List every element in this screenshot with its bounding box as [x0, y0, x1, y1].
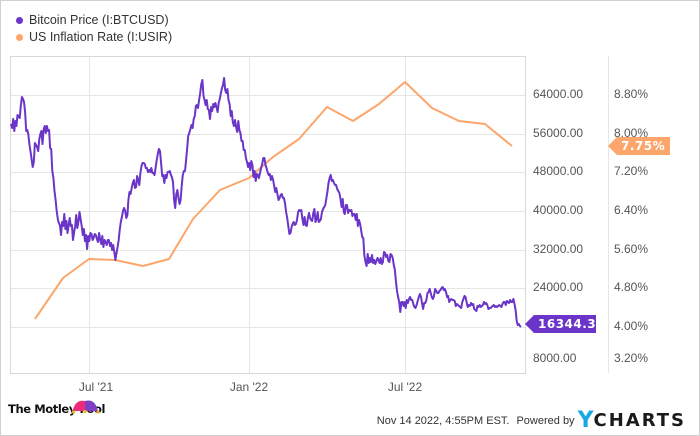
ycharts-y-logo-icon[interactable]: Y: [577, 408, 594, 433]
y-right-tick-7-20: 7.20%: [614, 164, 649, 178]
y-left-tick-8000: 8000.00: [533, 351, 577, 365]
legend-label-bitcoin: Bitcoin Price (I:BTCUSD): [29, 13, 169, 27]
x-tick-jul-21: Jul '21: [78, 380, 114, 394]
powered-by-label: Powered by: [516, 415, 575, 427]
bitcoin-series-line: [10, 77, 522, 328]
y-right-tick-6-40: 6.40%: [614, 203, 649, 217]
legend-label-inflation: US Inflation Rate (I:USIR): [29, 30, 173, 44]
legend: Bitcoin Price (I:BTCUSD) US Inflation Ra…: [16, 12, 172, 46]
footer-attribution: Nov 14 2022, 4:55PM EST. Powered by Y CH…: [376, 408, 686, 433]
y-right-tick-4-80: 4.80%: [614, 280, 649, 294]
y-left-tick-32000: 32000.00: [533, 242, 584, 256]
timestamp: Nov 14 2022, 4:55PM EST.: [376, 415, 510, 427]
legend-item-inflation[interactable]: US Inflation Rate (I:USIR): [16, 29, 172, 45]
motley-fool-logo[interactable]: The Motley Fool: [8, 400, 105, 416]
jester-hat-icon: [71, 400, 100, 414]
y-right-tick-8-80: 8.80%: [614, 87, 649, 101]
y-left-tick-64000: 64000.00: [533, 87, 584, 101]
x-tick-jan-22: Jan '22: [229, 380, 269, 394]
ycharts-wordmark[interactable]: CHARTS: [593, 410, 686, 431]
legend-dot-bitcoin-icon: [16, 16, 23, 24]
y-left-tick-40000: 40000.00: [533, 203, 584, 217]
horizontal-gridlines: [11, 95, 525, 328]
y-left-tick-48000: 48000.00: [533, 164, 584, 178]
y-left-tick-24000: 24000.00: [533, 280, 584, 294]
y-right-tick-4-00: 4.00%: [614, 319, 649, 333]
y-left-tick-56000: 56000.00: [533, 126, 584, 140]
legend-dot-inflation-icon: [16, 33, 23, 41]
legend-item-bitcoin[interactable]: Bitcoin Price (I:BTCUSD): [16, 12, 172, 28]
inflation-last-value-tag: 7.75%: [607, 137, 671, 155]
x-tick-jul-22: Jul '22: [387, 380, 423, 394]
vertical-gridlines: [89, 57, 406, 373]
y-right-tick-8-00: 8.00%: [614, 126, 649, 140]
y-right-tick-5-60: 5.60%: [614, 242, 649, 256]
y-right-tick-3-20: 3.20%: [614, 351, 649, 365]
btc-last-value-tag: 16344.34: [525, 315, 605, 333]
